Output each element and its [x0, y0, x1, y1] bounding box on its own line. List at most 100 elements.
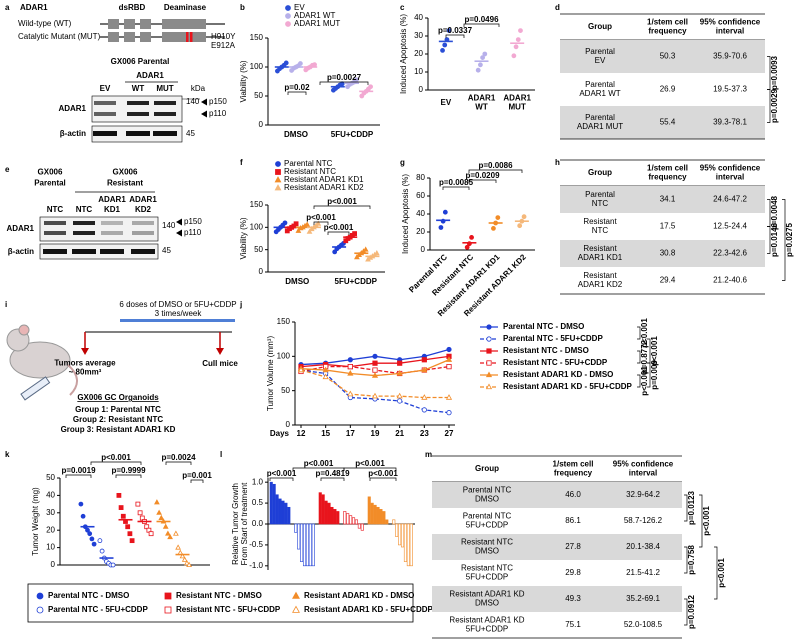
bar: [406, 523, 410, 567]
label: p110: [184, 228, 202, 237]
table-cell: 29.4: [660, 276, 676, 285]
table-cell: Resistant: [583, 244, 617, 253]
bar: [308, 523, 312, 567]
point: [371, 372, 379, 378]
table-cell: 86.1: [565, 516, 581, 525]
point: [352, 231, 357, 236]
label: GX006: [113, 168, 138, 177]
bar: [287, 506, 291, 525]
table-header: 95% confidence: [700, 164, 761, 173]
y-tick-label: 50: [281, 386, 290, 395]
bar: [330, 506, 334, 525]
point: [347, 357, 353, 363]
label: KD1: [104, 205, 121, 214]
point: [486, 360, 492, 366]
point: [515, 37, 521, 42]
significance-bracket: [647, 362, 651, 388]
p-value: p=0.0337: [438, 26, 473, 35]
point: [482, 51, 488, 57]
bar: [379, 509, 383, 525]
mutation-site: [190, 32, 193, 42]
band-arrow: [201, 98, 207, 106]
band: [127, 101, 149, 105]
table-cell: 34.1: [660, 195, 676, 204]
point: [464, 244, 470, 250]
significance-bracket: [90, 461, 142, 465]
band: [100, 249, 124, 254]
bar: [382, 511, 386, 525]
legend-label: Resistant NTC - DMSO: [176, 591, 262, 600]
point: [274, 176, 282, 183]
point: [372, 367, 378, 373]
arrow-head: [216, 348, 224, 355]
point: [91, 541, 97, 547]
table-header: frequency: [554, 469, 593, 478]
significance-bracket: [463, 23, 500, 27]
band: [101, 231, 123, 235]
point: [469, 234, 474, 240]
significance-bracket: [468, 169, 523, 173]
legend-label: Resistant ADAR1 KD - DMSO: [503, 370, 613, 379]
point: [362, 246, 369, 252]
bar: [275, 494, 279, 525]
point: [485, 371, 493, 378]
bar: [367, 496, 371, 525]
legend-label: Parental NTC - DMSO: [48, 591, 129, 600]
p-value: p=0.8772: [640, 339, 649, 374]
label: 45: [162, 246, 171, 255]
point: [125, 524, 131, 530]
table-cell: 50.3: [660, 52, 676, 61]
label: GX006: [38, 168, 63, 177]
y-tick-label: 1.0: [252, 477, 264, 486]
point: [421, 394, 428, 400]
row-shade: [432, 482, 682, 508]
point: [283, 60, 289, 66]
syringe: [20, 376, 51, 401]
bar: [395, 523, 399, 537]
band: [44, 221, 66, 225]
panel-label: i: [5, 300, 7, 309]
point: [285, 5, 291, 11]
p-value: p=0.0019: [61, 466, 96, 475]
point: [518, 28, 523, 34]
row-shade: [560, 240, 765, 267]
table-cell: 35.2-69.1: [626, 594, 660, 603]
legend-label: Resistant ADAR1 KD - DMSO: [304, 591, 414, 600]
p-value: p=0.0085: [439, 178, 474, 187]
bar: [281, 500, 285, 525]
label: Group 2: Resistant NTC: [73, 415, 163, 424]
y-tick-label: 0: [286, 420, 291, 429]
label: p150: [184, 217, 202, 226]
point: [179, 553, 186, 559]
table-cell: 21.2-40.6: [713, 276, 747, 285]
label: H910Y: [211, 32, 236, 41]
bar: [327, 502, 331, 525]
table-cell: Resistant: [583, 217, 617, 226]
point: [297, 366, 305, 373]
table-header: Group: [588, 22, 612, 31]
point: [442, 42, 448, 48]
blot: [39, 243, 159, 260]
y-tick-label: 40: [414, 13, 423, 22]
label: Tumors average: [54, 359, 116, 368]
point: [440, 48, 445, 53]
bar: [343, 511, 347, 525]
point: [521, 214, 527, 220]
significance-bracket: [442, 186, 470, 190]
y-tick-label: 0: [419, 85, 424, 94]
y-tick-label: 20: [46, 525, 55, 534]
band: [132, 231, 154, 235]
bar: [346, 513, 350, 525]
label: 3 times/week: [155, 309, 203, 318]
significance-bracket: [190, 479, 204, 483]
table-cell: Parental: [585, 80, 615, 89]
table-header: Group: [588, 168, 612, 177]
table-header: frequency: [648, 173, 687, 182]
point: [186, 561, 192, 567]
bar: [409, 523, 413, 567]
p-value: p=0.0093: [770, 55, 779, 90]
dsrbd-domain: [108, 19, 119, 29]
p-value: p<0.001: [327, 197, 357, 206]
point: [285, 13, 291, 19]
significance-bracket: [714, 546, 718, 600]
